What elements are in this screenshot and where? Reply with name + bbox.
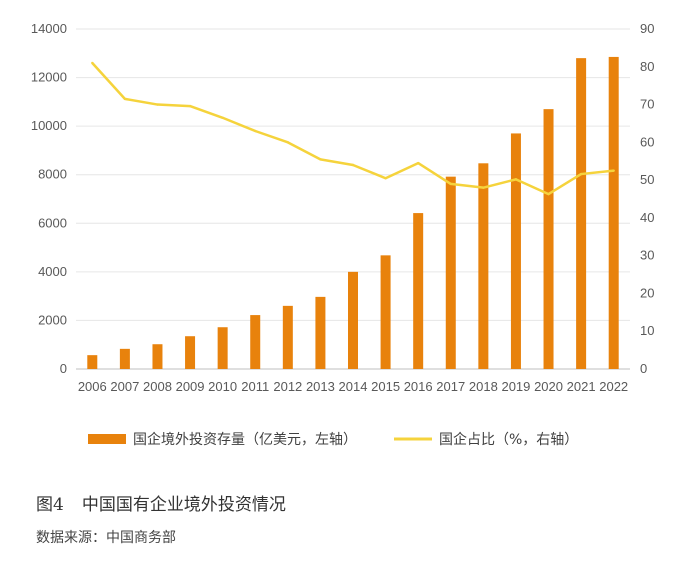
bar	[478, 163, 489, 369]
y-right-tick-label: 20	[640, 285, 654, 300]
bar	[608, 56, 619, 370]
x-tick-label: 2017	[436, 379, 465, 394]
bar	[543, 109, 554, 370]
legend-label-line: 国企占比（%，右轴）	[439, 431, 578, 448]
x-tick-label: 2018	[469, 379, 498, 394]
legend-label-bar: 国企境外投资存量（亿美元，左轴）	[133, 431, 357, 448]
y-right-tick-label: 40	[640, 210, 654, 225]
bar	[576, 58, 587, 370]
line-point	[91, 61, 94, 65]
y-right-tick-label: 50	[640, 172, 654, 187]
line-point	[416, 161, 420, 165]
bar	[348, 271, 358, 369]
line-point	[156, 103, 159, 106]
line-point	[449, 182, 452, 186]
x-tick-label: 2010	[208, 379, 237, 394]
bar-series	[87, 56, 619, 370]
y-right-tick-label: 80	[640, 59, 654, 74]
figure-title: 中国国有企业境外投资情况	[81, 495, 286, 515]
bar	[445, 176, 456, 369]
x-tick-label: 2008	[143, 379, 172, 394]
chart: 0 2000 4000 6000 8000 10000 12000 14000 0 10 20 30…	[31, 21, 655, 448]
line-point	[188, 104, 192, 108]
y-right-tick-label: 70	[640, 97, 654, 112]
y-right-tick-label: 10	[640, 323, 654, 338]
y-right-axis: 0 10 20 30 40 50 60 70 80 90	[640, 21, 654, 376]
line-point	[384, 177, 387, 180]
x-tick-label: 2019	[501, 379, 530, 394]
bar	[250, 315, 261, 369]
line-point	[579, 172, 583, 176]
y-left-tick-label: 10000	[31, 118, 67, 133]
bar	[413, 213, 424, 369]
legend: 国企境外投资存量（亿美元，左轴） 国企占比（%，右轴）	[88, 431, 578, 448]
bar	[510, 133, 521, 369]
line-point	[254, 129, 257, 133]
figure-number: 图4	[36, 495, 64, 515]
y-left-tick-label: 4000	[38, 264, 67, 279]
bar	[185, 336, 196, 369]
x-axis: 2006 2007 2008 2009 2010 2011 2012 2013 2014 2015…	[78, 379, 628, 394]
bar	[152, 344, 163, 369]
x-tick-label: 2014	[339, 379, 368, 394]
bar	[315, 296, 326, 369]
y-right-tick-label: 60	[640, 134, 654, 149]
x-tick-label: 2016	[404, 379, 433, 394]
y-left-axis: 0 2000 4000 6000 8000 10000 12000 14000	[31, 21, 67, 376]
y-right-tick-label: 30	[640, 248, 654, 263]
x-tick-label: 2006	[78, 379, 107, 394]
x-tick-label: 2021	[567, 379, 596, 394]
x-tick-label: 2013	[306, 379, 335, 394]
bar	[217, 327, 228, 369]
x-tick-label: 2020	[534, 379, 563, 394]
x-tick-label: 2009	[176, 379, 205, 394]
y-left-tick-label: 14000	[31, 21, 67, 36]
legend-swatch-bar	[88, 434, 126, 444]
line-point	[286, 141, 290, 144]
y-left-tick-label: 2000	[38, 312, 67, 327]
bar	[380, 255, 391, 369]
x-tick-label: 2015	[371, 379, 400, 394]
x-tick-label: 2022	[599, 379, 628, 394]
line-point	[221, 116, 224, 119]
x-tick-label: 2007	[110, 379, 139, 394]
line-series	[91, 61, 615, 196]
figure-caption: 图4 中国国有企业境外投资情况	[36, 490, 286, 515]
y-left-tick-label: 8000	[38, 167, 67, 182]
y-left-tick-label: 0	[60, 361, 67, 376]
bar	[119, 348, 130, 369]
data-source: 数据来源：中国商务部	[36, 530, 176, 546]
x-tick-label: 2011	[241, 379, 269, 394]
y-left-tick-label: 6000	[38, 215, 67, 230]
bar	[87, 355, 98, 369]
line-point	[351, 163, 355, 167]
y-right-tick-label: 90	[640, 21, 654, 36]
line-point	[514, 178, 518, 181]
line-point	[123, 97, 127, 101]
y-left-tick-label: 12000	[31, 70, 67, 85]
line-point	[547, 192, 550, 196]
y-right-tick-label: 0	[640, 361, 647, 376]
line-point	[612, 169, 615, 172]
line-point	[319, 158, 322, 161]
line-point	[482, 186, 485, 189]
bar	[282, 305, 293, 369]
x-tick-label: 2012	[273, 379, 302, 394]
